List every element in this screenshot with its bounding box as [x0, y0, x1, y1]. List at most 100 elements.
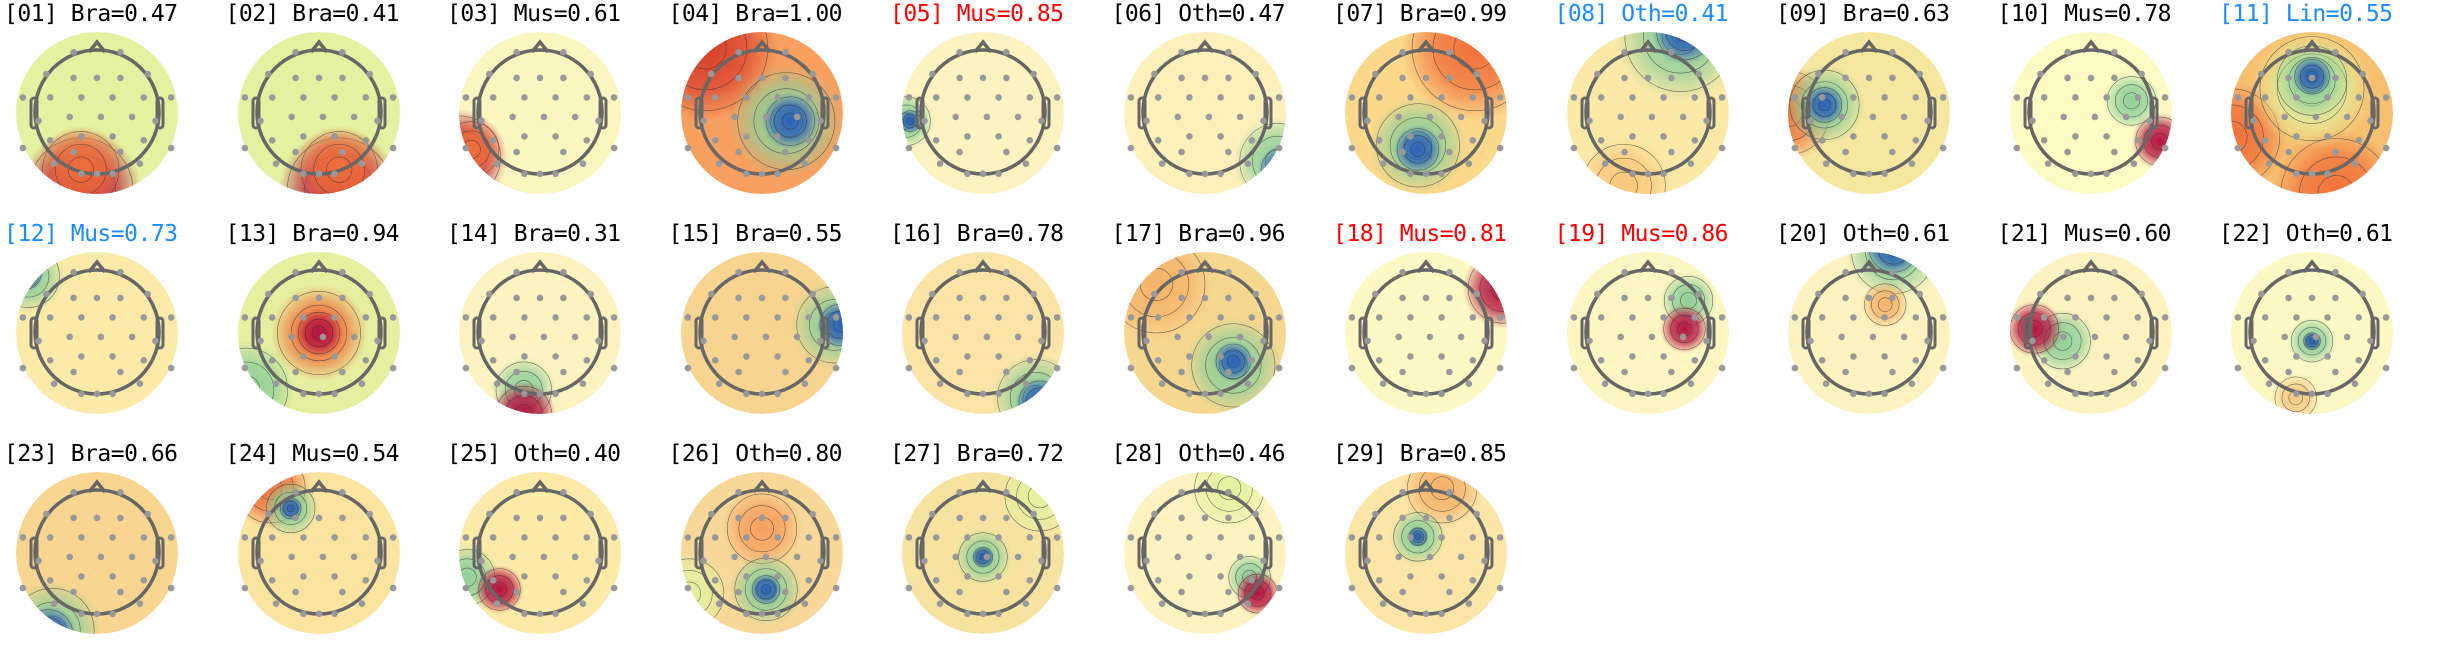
- electrode-dot: [995, 353, 1002, 360]
- electrode-dot: [2359, 70, 2366, 78]
- electrode-dot: [109, 573, 116, 580]
- electrode-dot: [1842, 268, 1849, 276]
- electrode-dot: [610, 584, 618, 592]
- electrode-dot: [905, 314, 913, 321]
- electrode-dot: [773, 133, 781, 140]
- electrode-dot: [1395, 553, 1402, 561]
- electrode-dot: [1127, 534, 1134, 541]
- topomap: [2009, 252, 2172, 414]
- electrode-dot: [338, 268, 346, 276]
- electrode-dot: [2040, 137, 2047, 144]
- electrode-dot: [78, 94, 85, 101]
- electrode-dot: [773, 314, 781, 321]
- contour-line: [1267, 155, 1286, 184]
- activation-blob: [971, 545, 995, 569]
- electrode-dot: [995, 94, 1002, 101]
- contour-line: [2298, 156, 2374, 194]
- electrode-dot: [1570, 364, 1577, 372]
- electrode-dot: [832, 584, 839, 592]
- electrode-dot: [462, 584, 470, 592]
- electrode-dot: [781, 48, 789, 56]
- electrode-dot: [1158, 600, 1165, 607]
- activation-blob: [1401, 472, 1483, 529]
- electrode-dot: [1648, 333, 1655, 341]
- contour-line: [2306, 335, 2318, 347]
- electrode-dot: [2063, 74, 2071, 82]
- electrode-dot: [2261, 94, 2269, 101]
- electrode-dot: [995, 610, 1002, 618]
- activation-blob: [1860, 280, 1910, 329]
- electrode-dot: [707, 290, 715, 298]
- electrode-dot: [684, 144, 691, 152]
- electrode-dot: [2367, 117, 2374, 125]
- electrode-dot: [956, 268, 963, 276]
- electrode-dot: [264, 510, 272, 518]
- electrode-dot: [921, 337, 928, 345]
- electrode-dot: [109, 390, 116, 398]
- electrode-dot: [2359, 290, 2366, 298]
- electrode-dot: [1842, 74, 1849, 82]
- electrode-dot: [1248, 534, 1255, 541]
- electrode-dot: [552, 314, 559, 321]
- electrode-dot: [241, 144, 248, 152]
- electrode-dot: [1446, 148, 1453, 156]
- electrode-dot: [1348, 94, 1356, 101]
- electrode-dot: [1628, 390, 1636, 398]
- electrode-dot: [742, 610, 750, 618]
- electrode-dot: [2293, 353, 2300, 360]
- contour-line: [1801, 81, 1848, 129]
- electrode-dot: [1601, 380, 1608, 387]
- electrode-dot: [291, 74, 299, 82]
- electrode-dot: [1446, 368, 1453, 376]
- electrode-dot: [1457, 553, 1465, 561]
- component-25: [25] Oth=0.40: [447, 440, 667, 660]
- electrode-dot: [330, 353, 338, 360]
- electrode-dot: [936, 160, 944, 167]
- electrode-dot: [1224, 268, 1232, 276]
- electrode-dot: [956, 514, 963, 522]
- electrode-dot: [983, 113, 991, 121]
- electrode-dot: [1022, 380, 1030, 387]
- electrode-dot: [1251, 70, 1259, 78]
- electrode-dot: [1185, 94, 1193, 101]
- electrode-dot: [1679, 113, 1686, 121]
- electrode-dot: [350, 113, 357, 121]
- contour-line: [1401, 520, 1435, 554]
- electrode-dot: [1667, 294, 1675, 302]
- electrode-dot: [1154, 94, 1161, 101]
- component-05: [05] Mus=0.85: [890, 0, 1110, 220]
- electrode-dot: [1026, 577, 1034, 584]
- component-title: [03] Mus=0.61: [447, 1, 621, 27]
- electrode-dot: [2293, 94, 2300, 101]
- electrode-dot: [513, 294, 520, 302]
- electrode-dot: [136, 160, 144, 167]
- electrode-dot: [315, 390, 322, 398]
- electrode-dot: [536, 170, 544, 178]
- electrode-dot: [365, 70, 373, 78]
- contour-line: [276, 291, 361, 375]
- electrode-dot: [552, 94, 559, 101]
- electrode-dot: [2087, 170, 2094, 178]
- electrode-dot: [929, 70, 936, 78]
- electrode-dot: [1142, 117, 1150, 125]
- electrode-dot: [1889, 268, 1896, 276]
- electrode-dot: [2110, 148, 2118, 156]
- electrode-dot: [1570, 144, 1577, 152]
- electrode-dot: [979, 294, 987, 302]
- electrode-dot: [1644, 390, 1651, 398]
- electrode-dot: [167, 534, 175, 541]
- electrode-dot: [1791, 364, 1799, 372]
- electrode-dot: [70, 74, 77, 82]
- electrode-dot: [560, 514, 567, 522]
- electrode-dot: [1205, 553, 1212, 561]
- electrode-dot: [93, 610, 101, 618]
- electrode-dot: [291, 268, 299, 276]
- electrode-dot: [315, 294, 322, 302]
- electrode-dot: [2293, 170, 2300, 178]
- topomap: [680, 32, 843, 194]
- electrode-dot: [1259, 337, 1267, 345]
- electrode-dot: [1438, 314, 1445, 321]
- activation-blob: [1407, 526, 1429, 548]
- electrode-dot: [1620, 48, 1628, 56]
- electrode-dot: [1407, 170, 1414, 178]
